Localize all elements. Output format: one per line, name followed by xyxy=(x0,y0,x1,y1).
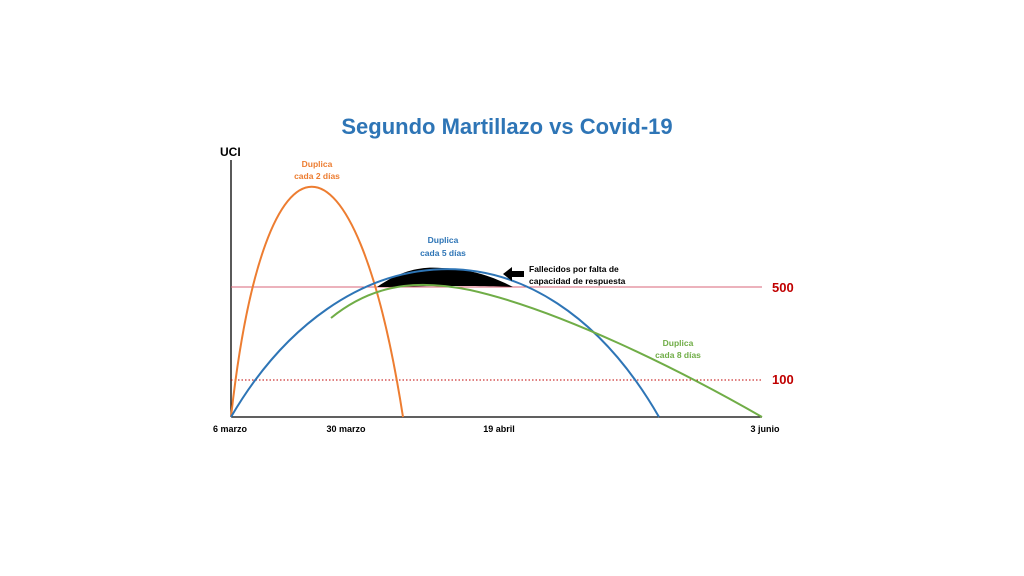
x-tick-label-6-marzo: 6 marzo xyxy=(213,424,248,434)
excess-deaths-area xyxy=(377,267,513,287)
annotation-doubling-2-days: Duplica cada 2 días xyxy=(294,159,340,181)
annotation-deaths-line-2: capacidad de respuesta xyxy=(529,276,626,286)
x-tick-label-3-junio: 3 junio xyxy=(751,424,781,434)
y-axis-label: UCI xyxy=(220,145,241,159)
series-line-doubling-5-days xyxy=(230,268,660,418)
threshold-label-500: 500 xyxy=(772,280,794,295)
x-tick-label-19-abril: 19 abril xyxy=(483,424,515,434)
x-tick-labels: 6 marzo 30 marzo 19 abril 3 junio xyxy=(213,424,780,434)
annotation-orange-line-2: cada 2 días xyxy=(294,171,340,181)
annotation-green-line-1: Duplica xyxy=(663,338,694,348)
annotation-deaths-line-1: Fallecidos por falta de xyxy=(529,264,619,274)
x-tick-label-30-marzo: 30 marzo xyxy=(326,424,366,434)
series-line-doubling-8-days xyxy=(330,283,763,418)
series-line-doubling-2-days xyxy=(230,186,404,418)
annotation-deaths: Fallecidos por falta de capacidad de res… xyxy=(529,264,626,286)
annotation-green-line-2: cada 8 días xyxy=(655,350,701,360)
chart-title: Segundo Martillazo vs Covid-19 xyxy=(341,114,672,139)
annotation-blue-line-2: cada 5 días xyxy=(420,248,466,258)
threshold-label-100: 100 xyxy=(772,372,794,387)
left-arrow-icon xyxy=(503,267,524,281)
annotation-blue-line-1: Duplica xyxy=(428,235,459,245)
annotation-doubling-8-days: Duplica cada 8 días xyxy=(655,338,701,360)
annotation-doubling-5-days: Duplica cada 5 días xyxy=(420,235,466,258)
annotation-orange-line-1: Duplica xyxy=(302,159,333,169)
